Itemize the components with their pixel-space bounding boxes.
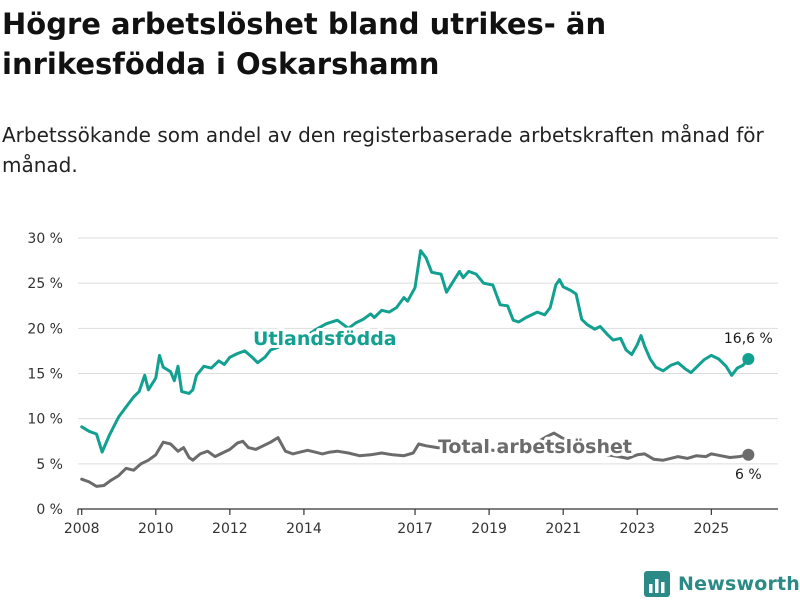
gridlines: [78, 237, 778, 465]
y-tick-label: 5 %: [36, 457, 63, 473]
x-tick-label: 2025: [694, 521, 730, 537]
y-tick-label: 25 %: [27, 276, 63, 292]
y-tick-label: 10 %: [27, 412, 63, 428]
x-tick-label: 2010: [138, 521, 174, 537]
chart-title: Högre arbetslöshet bland utrikes- än inr…: [2, 7, 607, 81]
axes: 0 % 5 % 10 % 15 % 20 % 25 % 30 % 2008 2010 2012 20…: [27, 231, 778, 537]
x-tick-label: 2017: [397, 521, 433, 537]
series-end-point: [742, 448, 755, 461]
line-chart: 0 % 5 % 10 % 15 % 20 % 25 % 30 % 2008 2010 2012 20…: [27, 231, 778, 537]
y-tick-label: 30 %: [27, 231, 63, 247]
series-lines: [80, 249, 755, 488]
series-name-label: Utlandsfödda: [253, 328, 397, 350]
chart-subtitle: Arbetssökande som andel av den registerb…: [2, 123, 764, 177]
x-tick-label: 2019: [471, 521, 507, 537]
series-line-total: [80, 431, 750, 488]
x-tick-label: 2012: [212, 521, 248, 537]
y-tick-label: 0 %: [36, 502, 63, 518]
x-tick-label: 2008: [64, 521, 100, 537]
x-tick-label: 2014: [286, 521, 322, 537]
bar-chart-logo-icon: [644, 571, 670, 597]
x-tick-label: 2021: [545, 521, 581, 537]
series-labels: 16,6 % 6 % Utlandsfödda Total arbetslöshet: [250, 325, 773, 483]
y-tick-label: 20 %: [27, 321, 63, 337]
y-tick-label: 15 %: [27, 367, 63, 383]
series-line-utlandsfodda: [80, 249, 750, 454]
x-tick-label: 2023: [619, 521, 655, 537]
series-end-value-label: 6 %: [735, 467, 762, 483]
series-end-point: [742, 353, 755, 366]
brand-name: Newsworthy: [678, 573, 800, 595]
series-name-label: Total arbetslöshet: [438, 436, 632, 458]
brand-logo: Newsworthy: [644, 570, 800, 598]
series-end-value-label: 16,6 %: [724, 331, 773, 347]
